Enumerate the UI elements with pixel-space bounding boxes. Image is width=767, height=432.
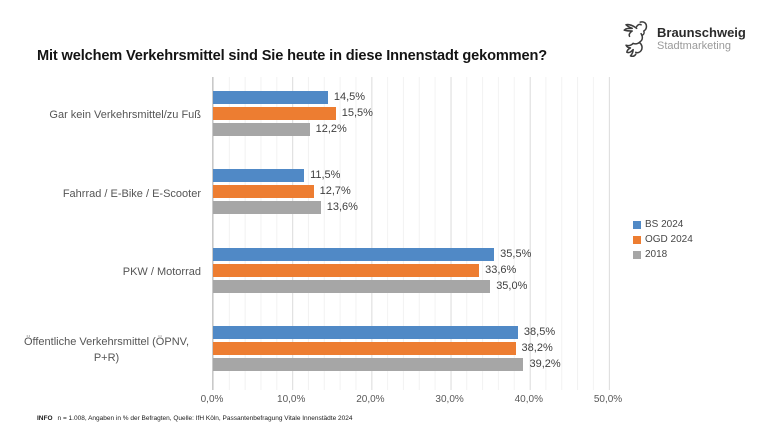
plot-area: 14,5% 15,5% 12,2% 11,5% 12,7% 13,6% 35,5% 33,6%… bbox=[212, 77, 624, 390]
value-label: 33,6% bbox=[485, 263, 517, 276]
bar-track: 38,2% bbox=[213, 341, 624, 355]
x-axis-tick-label: 30,0% bbox=[435, 394, 464, 405]
x-axis: 0,0% 10,0% 20,0% 30,0% 40,0% 50,0% bbox=[201, 394, 624, 408]
bar-bs-2024 bbox=[213, 91, 328, 104]
category-label-line: Fahrrad / E-Bike / E-Scooter bbox=[62, 187, 201, 200]
value-label: 12,2% bbox=[315, 123, 347, 135]
x-axis-tick-label: 50,0% bbox=[593, 394, 623, 405]
legend-item-ogd-2024: OGD 2024 bbox=[633, 234, 693, 245]
value-label: 38,5% bbox=[523, 325, 556, 338]
bar-ogd-2024 bbox=[213, 185, 314, 199]
x-axis-tick-label: 0,0% bbox=[200, 394, 224, 405]
bar-group: 14,5% 15,5% 12,2% bbox=[213, 77, 624, 155]
bar-track: 12,7% bbox=[213, 185, 624, 199]
x-axis-tick-label: 40,0% bbox=[514, 394, 543, 405]
category-label: Gar kein Verkehrsmittel/zu Fuß bbox=[0, 77, 205, 155]
value-label: 15,5% bbox=[341, 107, 373, 119]
value-label: 39,2% bbox=[529, 357, 561, 370]
bar-2018 bbox=[213, 123, 310, 136]
bar-track: 39,2% bbox=[213, 357, 624, 371]
legend-item-bs-2024: BS 2024 bbox=[633, 219, 693, 230]
logo-text: Braunschweig Stadtmarketing bbox=[657, 25, 746, 54]
x-axis-tick-label: 20,0% bbox=[356, 394, 385, 405]
bar-track: 14,5% bbox=[213, 91, 624, 104]
legend-item-2018: 2018 bbox=[633, 249, 693, 260]
x-axis-tick-label: 10,0% bbox=[277, 394, 306, 405]
bar-track: 11,5% bbox=[213, 169, 624, 183]
legend-swatch bbox=[633, 220, 641, 229]
footer-info-label: INFO bbox=[37, 415, 53, 422]
bar-2018 bbox=[213, 357, 524, 371]
bar-track: 35,5% bbox=[213, 247, 624, 261]
bar-track: 13,6% bbox=[213, 201, 624, 215]
value-label: 38,2% bbox=[521, 341, 553, 354]
legend-swatch bbox=[633, 250, 641, 259]
legend-label: BS 2024 bbox=[645, 219, 684, 230]
footer-source-text: n = 1.008, Angaben in % der Befragten, Q… bbox=[57, 415, 353, 422]
bar-track: 15,5% bbox=[213, 107, 624, 120]
category-label-line: P+R) bbox=[93, 351, 120, 364]
bar-group: 38,5% 38,2% 39,2% bbox=[213, 312, 624, 390]
category-label: Öffentliche Verkehrsmittel (ÖPNV, P+R) bbox=[0, 312, 201, 390]
value-label: 11,5% bbox=[310, 169, 341, 182]
bar-bs-2024 bbox=[213, 325, 518, 339]
legend-label: 2018 bbox=[645, 249, 668, 260]
legend-label: OGD 2024 bbox=[645, 234, 693, 245]
value-label: 35,5% bbox=[500, 247, 532, 260]
bar-track: 33,6% bbox=[213, 263, 624, 277]
logo-subtitle: Stadtmarketing bbox=[657, 40, 731, 53]
bar-bs-2024 bbox=[213, 247, 495, 261]
legend: BS 2024 OGD 2024 2018 bbox=[633, 219, 693, 264]
category-label: Fahrrad / E-Bike / E-Scooter bbox=[0, 155, 205, 233]
braunschweig-lion-icon bbox=[623, 21, 648, 57]
category-label-line: Öffentliche Verkehrsmittel (ÖPNV, bbox=[23, 336, 190, 349]
value-label: 14,5% bbox=[333, 91, 366, 103]
logo-name: Braunschweig bbox=[657, 24, 746, 40]
category-label-line: Gar kein Verkehrsmittel/zu Fuß bbox=[49, 109, 201, 122]
value-label: 12,7% bbox=[319, 185, 351, 198]
bar-track: 38,5% bbox=[213, 325, 624, 339]
bar-group: 11,5% 12,7% 13,6% bbox=[213, 155, 624, 233]
bar-ogd-2024 bbox=[213, 263, 480, 277]
bar-ogd-2024 bbox=[213, 107, 336, 120]
value-label: 13,6% bbox=[326, 201, 358, 214]
bar-group: 35,5% 33,6% 35,0% bbox=[213, 234, 624, 312]
value-label: 35,0% bbox=[496, 279, 528, 292]
legend-swatch bbox=[633, 235, 641, 244]
footer-note: INFO n = 1.008, Angaben in % der Befragte… bbox=[37, 415, 352, 422]
bar-2018 bbox=[213, 201, 321, 215]
chart-title: Mit welchem Verkehrsmittel sind Sie heut… bbox=[37, 48, 548, 64]
bar-2018 bbox=[213, 279, 491, 293]
category-label-line: PKW / Motorrad bbox=[122, 265, 201, 278]
category-label: PKW / Motorrad bbox=[0, 234, 205, 312]
bar-bs-2024 bbox=[213, 169, 305, 183]
bar-track: 12,2% bbox=[213, 123, 624, 136]
braunschweig-stadtmarketing-logo: Braunschweig Stadtmarketing bbox=[618, 18, 746, 60]
bar-track: 35,0% bbox=[213, 279, 624, 293]
bar-ogd-2024 bbox=[213, 341, 516, 355]
